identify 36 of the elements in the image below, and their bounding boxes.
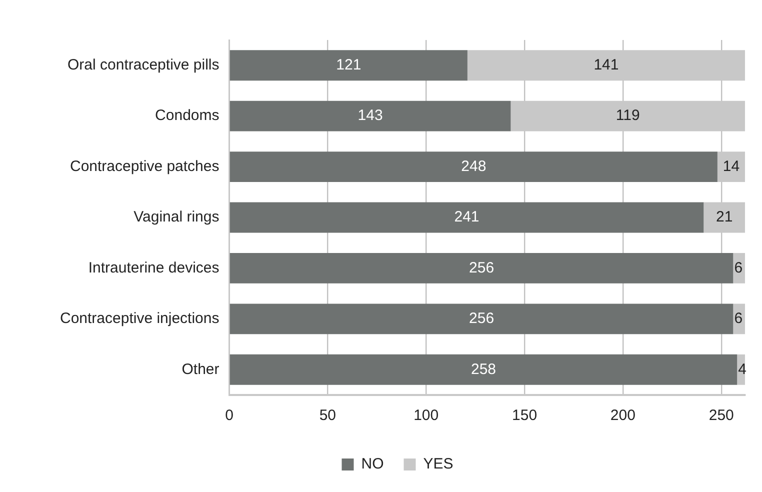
y-tick-label: Vaginal rings xyxy=(134,208,220,226)
x-tick-label: 100 xyxy=(414,407,439,424)
bar xyxy=(230,202,704,233)
y-tick-label: Contraceptive injections xyxy=(60,310,220,328)
y-tick-label: Oral contraceptive pills xyxy=(68,56,220,74)
data-label: 241 xyxy=(454,208,480,226)
data-label: 119 xyxy=(616,107,640,124)
data-label: 121 xyxy=(336,56,362,74)
data-label: 143 xyxy=(358,107,383,124)
bar xyxy=(230,253,734,284)
legend-label: NO xyxy=(361,456,384,473)
data-label: 256 xyxy=(469,310,494,328)
data-label: 248 xyxy=(461,158,486,175)
x-tick-label: 50 xyxy=(319,407,336,424)
data-label: 141 xyxy=(594,56,619,74)
x-tick-label: 0 xyxy=(225,407,234,424)
x-tick-label: 200 xyxy=(610,407,636,424)
bar xyxy=(230,152,718,182)
data-label: 258 xyxy=(470,360,496,378)
data-label: 6 xyxy=(734,310,743,328)
data-label: 4 xyxy=(738,360,746,378)
data-label: 21 xyxy=(716,208,733,226)
y-tick-label: Condoms xyxy=(155,107,220,124)
data-label: 14 xyxy=(722,158,740,175)
bar xyxy=(230,354,738,385)
data-label: 256 xyxy=(469,259,494,276)
x-tick-label: 250 xyxy=(708,407,734,424)
bar xyxy=(230,304,734,334)
x-tick-label: 150 xyxy=(512,407,538,424)
legend-label: YES xyxy=(423,456,454,473)
bar xyxy=(230,100,511,132)
data-label: 6 xyxy=(734,259,743,276)
y-tick-label: Other xyxy=(182,360,220,378)
y-tick-label: Contraceptive patches xyxy=(70,158,220,175)
y-tick-label: Intrauterine devices xyxy=(88,259,220,276)
bar xyxy=(230,50,468,81)
